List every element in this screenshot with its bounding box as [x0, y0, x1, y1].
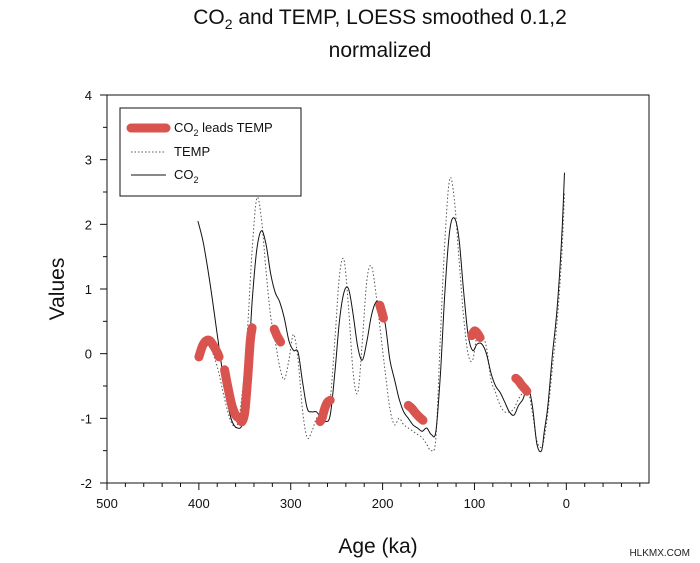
co2-leads-temp-segment — [403, 400, 428, 425]
watermark: HLKMX.COM — [629, 548, 690, 559]
y-tick-label: -1 — [80, 411, 92, 426]
legend-box — [119, 107, 302, 197]
x-axis-title: Age (ka) — [338, 535, 417, 558]
y-tick-label: 0 — [85, 347, 92, 362]
x-tick-label: 300 — [280, 496, 302, 511]
legend-label-leads: CO2 leads TEMP — [174, 120, 273, 138]
x-tick-label: 100 — [464, 496, 486, 511]
x-tick-label: 500 — [96, 496, 118, 511]
chart-title-line1: CO2 and TEMP, LOESS smoothed 0.1,2 — [193, 6, 567, 32]
y-axis-title: Values — [46, 258, 69, 321]
x-tick-label: 200 — [372, 496, 394, 511]
co2-leads-temp-segment — [269, 324, 286, 347]
legend-label-co2: CO2 — [174, 167, 199, 185]
y-tick-label: 4 — [85, 88, 92, 103]
y-tick-label: -2 — [80, 476, 92, 491]
tick-labels: 500 400 300 200 100 0 -2 -1 0 1 2 3 4 — [80, 88, 570, 511]
series-group — [194, 172, 565, 453]
co2-leads-temp-segment — [467, 326, 485, 342]
co2-leads-temp-segment — [315, 395, 335, 427]
y-tick-label: 1 — [85, 282, 92, 297]
y-tick-label: 3 — [85, 153, 92, 168]
y-tick-label: 2 — [85, 217, 92, 232]
x-tick-label: 0 — [563, 496, 570, 511]
series-co2-line — [197, 172, 565, 453]
x-tick-label: 400 — [188, 496, 210, 511]
co2-leads-temp-segment — [375, 300, 388, 323]
tick-marks — [100, 94, 641, 490]
chart-title-line2: normalized — [329, 39, 432, 62]
co2-leads-temp-segment — [194, 335, 224, 362]
legend-label-temp: TEMP — [174, 144, 210, 159]
legend: CO2 leads TEMP TEMP CO2 — [119, 107, 302, 197]
co2-leads-temp-segment — [511, 373, 532, 396]
co2-leads-temp-segment — [220, 323, 257, 427]
